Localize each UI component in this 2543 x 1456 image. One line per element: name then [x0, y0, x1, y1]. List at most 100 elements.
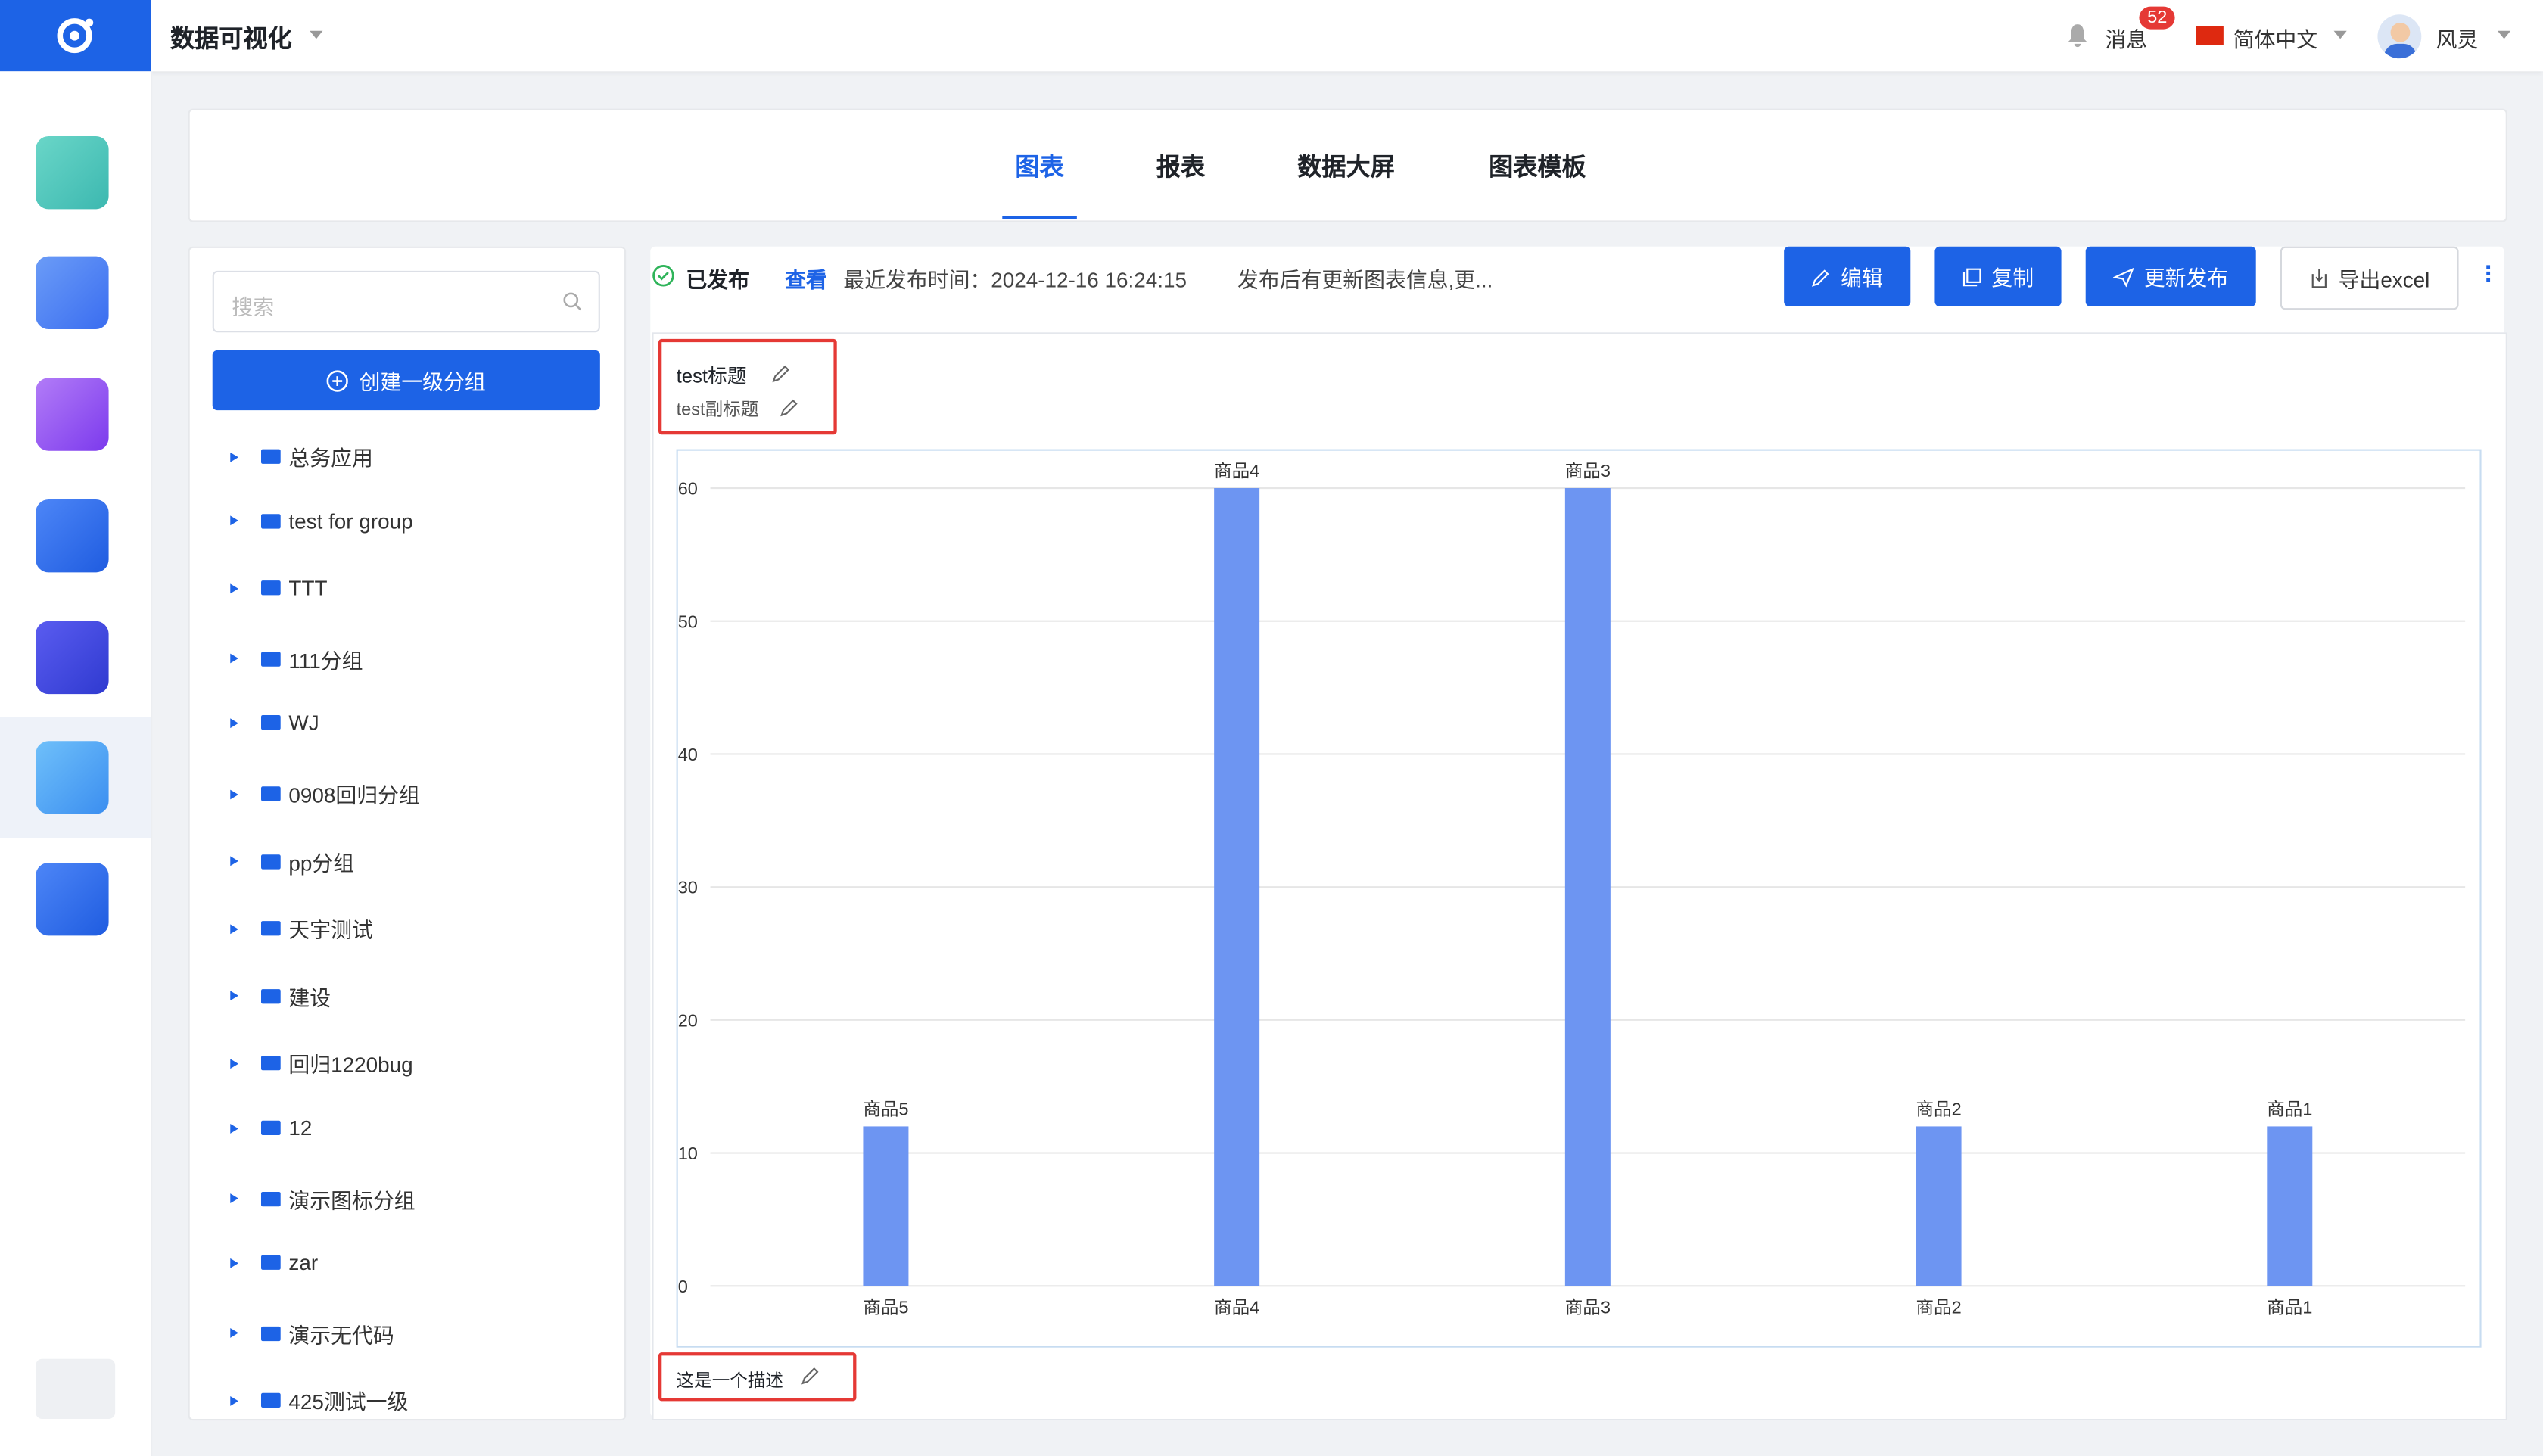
folder-icon	[261, 1393, 281, 1408]
expand-caret[interactable]	[230, 718, 239, 728]
group-label: test for group	[288, 508, 413, 534]
group-item[interactable]: 天宇测试	[230, 913, 373, 944]
group-item[interactable]: 12	[230, 1115, 312, 1140]
expand-caret[interactable]	[230, 923, 239, 934]
nav-icon[interactable]	[36, 863, 109, 936]
group-item[interactable]: 建设	[230, 981, 331, 1012]
folder-icon	[261, 988, 281, 1003]
copy-button[interactable]: 复制	[1934, 246, 2062, 307]
group-item[interactable]: zar	[230, 1251, 318, 1275]
group-item[interactable]: 回归1220bug	[230, 1048, 413, 1079]
group-label: 演示无代码	[288, 1323, 394, 1348]
group-item[interactable]: 总务应用	[230, 441, 373, 472]
nav-icon[interactable]	[36, 136, 109, 210]
messages[interactable]: 消息	[2105, 27, 2148, 52]
expand-caret[interactable]	[230, 1258, 239, 1268]
expand-caret[interactable]	[230, 789, 239, 799]
expand-caret[interactable]	[230, 856, 239, 866]
republish-label: 更新发布	[2143, 266, 2229, 291]
group-label: 111分组	[288, 648, 363, 673]
republish-button[interactable]: 更新发布	[2085, 246, 2256, 307]
group-label: 回归1220bug	[288, 1053, 413, 1078]
send-icon	[2113, 266, 2134, 287]
collapse-button[interactable]	[36, 1358, 116, 1420]
edit-button[interactable]: 编辑	[1784, 246, 1911, 307]
group-item[interactable]: 0908回归分组	[230, 779, 420, 810]
expand-caret[interactable]	[230, 451, 239, 462]
group-label: TTT	[288, 576, 328, 601]
app-title[interactable]: 数据可视化	[170, 26, 292, 54]
folder-icon	[261, 854, 281, 869]
chart-title: test标题	[676, 365, 747, 388]
group-item[interactable]: 演示无代码	[230, 1318, 394, 1349]
dropdown-caret	[2333, 30, 2347, 39]
avatar[interactable]	[2377, 14, 2422, 59]
folder-icon	[261, 1191, 281, 1206]
publish-time: 最近发布时间：2024-12-16 16:24:15	[843, 267, 1187, 292]
export-button[interactable]: 导出excel	[2280, 246, 2459, 310]
expand-caret[interactable]	[230, 1059, 239, 1069]
tab[interactable]: 图表模板	[1489, 154, 1586, 182]
group-item[interactable]: test for group	[230, 508, 413, 534]
nav-icon[interactable]	[36, 621, 109, 695]
dropdown-caret	[310, 30, 323, 39]
tab[interactable]: 报表	[1156, 154, 1206, 182]
user-name[interactable]: 风灵	[2436, 27, 2479, 52]
language[interactable]: 简体中文	[2233, 27, 2318, 52]
more-button[interactable]: · · ·	[2484, 254, 2494, 296]
view-link[interactable]: 查看	[785, 267, 827, 292]
folder-icon	[261, 1326, 281, 1341]
expand-caret[interactable]	[230, 1395, 239, 1406]
expand-caret[interactable]	[230, 583, 239, 593]
nav-icon[interactable]	[36, 741, 109, 814]
edit-icon	[1811, 269, 1829, 286]
search-box[interactable]: 搜索	[212, 270, 600, 333]
folder-icon	[261, 786, 281, 801]
logo[interactable]	[0, 0, 151, 72]
group-item[interactable]: 演示图标分组	[230, 1183, 416, 1214]
logo-icon	[57, 18, 94, 54]
group-label: WJ	[288, 711, 319, 736]
group-label: 建设	[288, 985, 331, 1010]
group-label: zar	[288, 1250, 319, 1275]
create-group-button[interactable]: 创建一级分组	[212, 350, 600, 411]
plus-icon	[327, 369, 349, 391]
expand-caret[interactable]	[230, 654, 239, 664]
expand-caret[interactable]	[230, 991, 239, 1001]
copy-label: 复制	[1991, 266, 2034, 291]
export-label: 导出excel	[2338, 267, 2430, 292]
expand-caret[interactable]	[230, 515, 239, 526]
badge: 52	[2139, 6, 2176, 30]
group-label: 总务应用	[288, 446, 373, 471]
group-item[interactable]: 425测试一级	[230, 1386, 408, 1417]
group-item[interactable]: WJ	[230, 711, 319, 736]
edit-description-icon[interactable]	[801, 1365, 821, 1385]
nav-icon[interactable]	[36, 499, 109, 573]
check-icon	[652, 265, 674, 287]
group-label: pp分组	[288, 851, 355, 876]
publish-note: 发布后有更新图表信息,更...	[1237, 267, 1493, 292]
nav-icon[interactable]	[36, 378, 109, 451]
nav-icon[interactable]	[36, 256, 109, 330]
expand-caret[interactable]	[230, 1328, 239, 1339]
expand-caret[interactable]	[230, 1122, 239, 1133]
sidebar	[188, 246, 627, 1421]
status: 已发布	[686, 267, 750, 292]
edit-subtitle-icon[interactable]	[780, 397, 800, 417]
export-icon	[2311, 269, 2327, 288]
description-box	[658, 1352, 857, 1402]
edit-title-icon[interactable]	[772, 363, 792, 383]
tab[interactable]: 图表	[1015, 154, 1064, 182]
group-label: 0908回归分组	[288, 783, 420, 808]
bell-icon[interactable]	[2066, 23, 2089, 48]
group-item[interactable]: pp分组	[230, 846, 354, 877]
tab[interactable]: 数据大屏	[1297, 154, 1395, 182]
group-item[interactable]: 111分组	[230, 643, 363, 674]
group-item[interactable]: TTT	[230, 576, 327, 600]
expand-caret[interactable]	[230, 1193, 239, 1204]
folder-icon	[261, 1056, 281, 1072]
group-label: 天宇测试	[288, 918, 373, 943]
chart-description: 这是一个描述	[676, 1371, 784, 1392]
folder-icon	[261, 580, 281, 596]
copy-icon	[1962, 267, 1981, 286]
